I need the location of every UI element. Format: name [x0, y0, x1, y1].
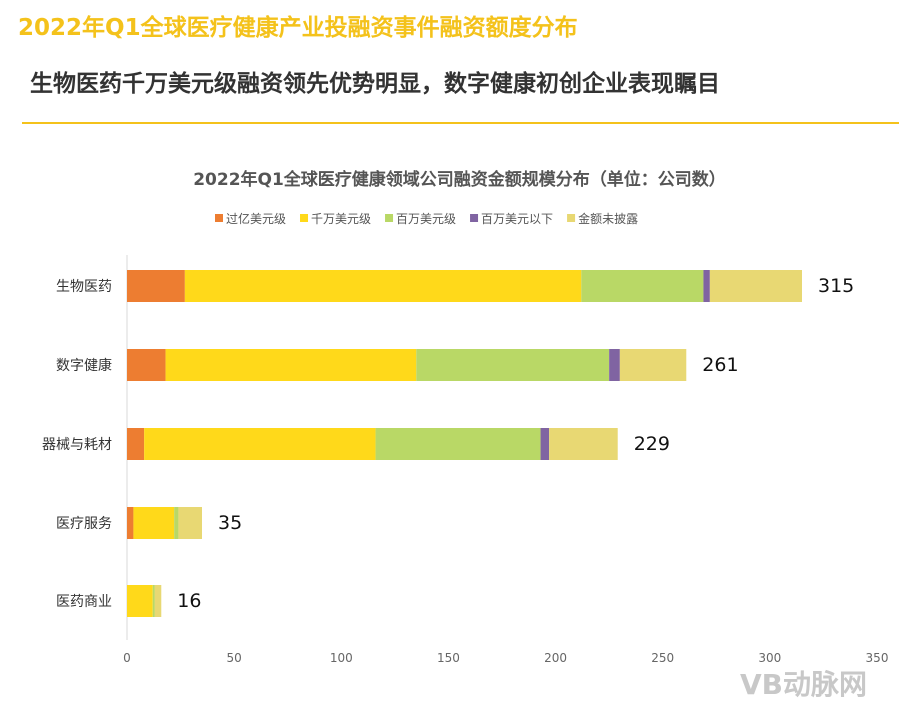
bar-segment: [165, 349, 417, 381]
category-label: 器械与耗材: [42, 437, 112, 453]
bar-segment: [127, 349, 166, 381]
bar-segment: [184, 270, 582, 302]
bar-segment: [152, 585, 155, 617]
legend-label: 千万美元级: [311, 212, 371, 226]
category-label: 生物医药: [56, 279, 112, 295]
total-label: 229: [634, 433, 670, 455]
x-tick-label: 100: [330, 651, 353, 665]
total-label: 16: [177, 590, 201, 612]
divider: [22, 122, 899, 124]
x-tick-label: 200: [544, 651, 567, 665]
legend-label: 过亿美元级: [226, 211, 286, 226]
page-subtitle: 生物医药千万美元级融资领先优势明显，数字健康初创企业表现瞩目: [30, 71, 720, 97]
bar-segment: [619, 349, 687, 381]
x-tick-label: 350: [866, 651, 889, 665]
category-label: 数字健康: [56, 357, 112, 374]
legend-swatch: [300, 214, 309, 222]
bar-segment: [127, 585, 153, 617]
bar-segment: [178, 507, 202, 539]
legend-swatch: [385, 214, 394, 222]
bar-segment: [154, 585, 162, 617]
legend-label: 百万美元以下: [481, 212, 553, 226]
category-label: 医疗服务: [56, 516, 112, 532]
bar-segment: [549, 428, 618, 460]
category-label: 医药商业: [56, 594, 112, 610]
x-tick-label: 0: [123, 651, 131, 665]
bar-segment: [581, 270, 704, 302]
legend-label: 百万美元级: [396, 212, 456, 226]
bar-segment: [609, 349, 620, 381]
legend-swatch: [567, 214, 576, 222]
bar-segment: [127, 428, 145, 460]
bar-segment: [703, 270, 710, 302]
total-label: 315: [818, 275, 854, 297]
bar-segment: [375, 428, 541, 460]
bar-segment: [144, 428, 376, 460]
bar-segment: [709, 270, 802, 302]
total-label: 35: [218, 512, 242, 534]
page-title: 2022年Q1全球医疗健康产业投融资事件融资额度分布: [18, 15, 578, 41]
chart-title: 2022年Q1全球医疗健康领域公司融资金额规模分布（单位：公司数）: [193, 170, 726, 190]
x-tick-label: 50: [227, 651, 242, 665]
bar-segment: [540, 428, 550, 460]
legend-label: 金额未披露: [578, 211, 638, 226]
total-label: 261: [702, 354, 738, 376]
x-tick-label: 150: [437, 651, 460, 665]
bar-segment: [174, 507, 179, 539]
x-tick-label: 250: [651, 651, 674, 665]
legend-swatch: [215, 214, 223, 222]
legend-swatch: [470, 214, 479, 222]
bar-segment: [133, 507, 175, 539]
bar-segment: [416, 349, 610, 381]
bar-segment: [127, 270, 185, 302]
x-tick-label: 300: [758, 651, 781, 665]
watermark-logo: VB动脉网: [740, 668, 868, 701]
bar-segment: [127, 507, 134, 539]
